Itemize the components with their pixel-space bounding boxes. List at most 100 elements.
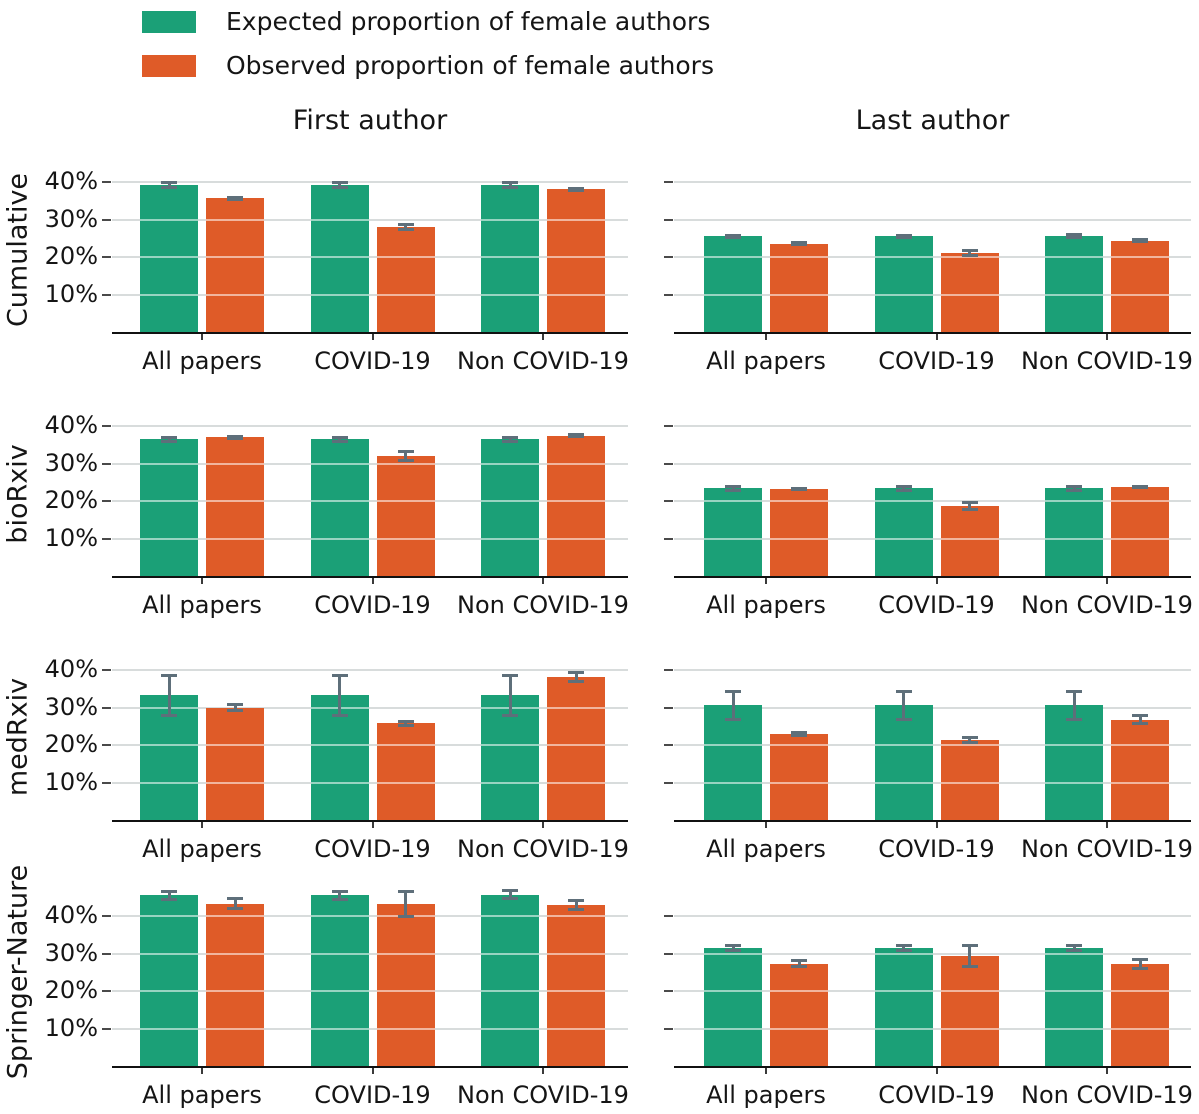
gridline-over-bar — [140, 500, 198, 502]
legend-item-expected: Expected proportion of female authors — [142, 9, 710, 34]
x-tick-label: COVID-19 — [314, 1081, 431, 1109]
axis-line — [674, 576, 1191, 578]
error-bar-cap — [725, 236, 741, 240]
error-bar — [338, 182, 341, 188]
bar-expected — [1045, 488, 1103, 576]
gridline-over-bar — [481, 256, 539, 258]
gridline — [112, 500, 628, 502]
error-bar-cap — [961, 254, 978, 258]
error-bar — [1072, 944, 1076, 951]
y-tick — [102, 744, 111, 746]
gridline-over-bar — [376, 293, 435, 296]
gridline — [674, 500, 1191, 502]
gridline-over-bar — [770, 256, 828, 258]
column-title-first-author: First author — [292, 105, 448, 136]
error-bar-cap — [1066, 948, 1082, 952]
error-bar-cap — [1066, 690, 1082, 693]
error-bar-cap — [331, 439, 348, 443]
gridline-over-bar — [547, 218, 605, 221]
gridline — [674, 537, 1191, 540]
error-bar-cap — [331, 435, 348, 439]
y-tick-label: 10% — [44, 279, 98, 308]
bar-observed — [770, 243, 828, 332]
gridline-over-bar — [376, 462, 435, 465]
y-tick-label: 30% — [44, 692, 98, 721]
error-bar-cap — [961, 943, 978, 947]
error-bar-cap — [725, 717, 741, 721]
gridline-over-bar — [1111, 990, 1169, 992]
gridline-over-bar — [1045, 990, 1103, 992]
gridline-over-bar — [481, 218, 539, 221]
x-tick — [1106, 334, 1108, 340]
y-tick-label: 40% — [44, 655, 98, 683]
x-tick-label: All papers — [706, 835, 826, 863]
error-bar-cap — [568, 908, 584, 912]
x-tick-label: COVID-19 — [878, 347, 995, 375]
y-tick — [102, 256, 111, 258]
error-bar — [731, 486, 735, 491]
gridline — [112, 990, 628, 992]
axis-line — [112, 820, 628, 822]
gridline-over-bar — [874, 256, 933, 258]
y-tick — [102, 181, 111, 183]
bar-observed — [940, 956, 999, 1066]
y-tick-label: 40% — [44, 167, 98, 195]
x-tick-label: COVID-19 — [878, 1081, 995, 1109]
error-bar-cap — [161, 439, 177, 443]
x-tick — [935, 578, 938, 584]
gridline-over-bar — [310, 537, 369, 540]
error-bar-cap — [568, 680, 584, 683]
y-tick-label: 20% — [44, 730, 98, 758]
error-bar-cap — [1066, 485, 1082, 488]
error-bar — [508, 674, 512, 716]
gridline-over-bar — [206, 990, 264, 992]
error-bar-cap — [791, 965, 807, 969]
gridline-over-bar — [547, 537, 605, 540]
x-tick — [935, 334, 938, 340]
error-bar — [968, 737, 971, 744]
error-bar — [338, 436, 341, 442]
gridline-over-bar — [140, 915, 198, 917]
x-tick-label: All papers — [142, 591, 262, 619]
bar-observed — [547, 189, 605, 332]
bar-expected — [140, 439, 198, 576]
bar-expected — [874, 488, 933, 576]
gridline-over-bar — [206, 462, 264, 465]
gridline-over-bar — [140, 462, 198, 465]
error-bar-cap — [227, 195, 243, 199]
gridline — [112, 293, 628, 296]
error-bar-cap — [895, 236, 912, 240]
gridline-over-bar — [874, 537, 933, 540]
y-tick-label: 20% — [44, 976, 98, 1004]
x-tick-label: Non COVID-19 — [457, 835, 629, 863]
bar-observed — [376, 723, 435, 820]
gridline-over-bar — [547, 915, 605, 917]
gridline-over-bar — [481, 537, 539, 540]
gridline-over-bar — [140, 218, 198, 221]
error-bar-cap — [161, 185, 177, 189]
gridline-over-bar — [206, 744, 264, 746]
y-tick — [664, 218, 673, 221]
gridline-over-bar — [547, 706, 605, 709]
gridline — [674, 915, 1191, 917]
bar-observed — [206, 707, 264, 820]
y-tick — [102, 1027, 111, 1030]
gridline-over-bar — [1045, 744, 1103, 746]
error-bar-cap — [502, 713, 518, 717]
bar-observed — [1111, 486, 1169, 576]
gridline-over-bar — [376, 500, 435, 502]
gridline-over-bar — [206, 1027, 264, 1030]
gridline-over-bar — [140, 1027, 198, 1030]
bar-expected — [874, 947, 933, 1066]
x-tick — [371, 822, 374, 828]
bar-observed — [940, 740, 999, 820]
x-tick-label: COVID-19 — [878, 591, 995, 619]
gridline-over-bar — [140, 256, 198, 258]
gridline-over-bar — [940, 744, 999, 746]
gridline-over-bar — [547, 990, 605, 992]
gridline-over-bar — [704, 952, 762, 955]
gridline-over-bar — [1045, 1027, 1103, 1030]
error-bar-cap — [725, 233, 741, 237]
gridline-over-bar — [481, 990, 539, 992]
